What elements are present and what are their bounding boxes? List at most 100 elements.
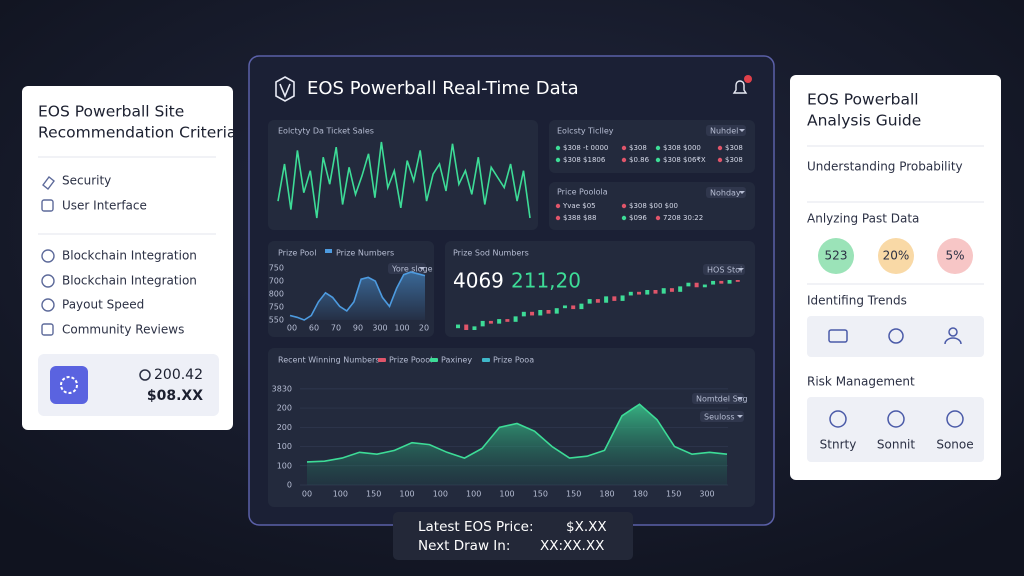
guide-section[interactable]: Understanding Probability <box>807 160 963 174</box>
card-title: Recommendation Criteria <box>38 124 236 142</box>
area <box>307 404 727 485</box>
y-tick-label: 750 <box>269 264 284 273</box>
x-tick-label: 60 <box>309 324 319 333</box>
candle <box>653 290 658 294</box>
card-title: Analysis Guide <box>807 112 921 130</box>
risk-item[interactable]: Sonoe <box>936 438 973 452</box>
status-dot <box>655 215 661 221</box>
guide-section[interactable]: Risk Management <box>807 375 915 389</box>
line <box>277 141 531 219</box>
panel-title: Eolctyty Da Ticket Sales <box>278 127 374 136</box>
dashboard: EOS Powerball Real-Time Data Eolctyty Da… <box>248 55 775 526</box>
status-text: $0.86 <box>629 156 650 164</box>
dropdown[interactable] <box>700 411 744 422</box>
y-tick-label: 550 <box>269 316 284 325</box>
candle <box>571 305 576 310</box>
x-tick-label: 100 <box>433 490 448 499</box>
legend-label: Prize Poool <box>389 356 432 365</box>
candle <box>661 288 666 294</box>
panel-title: Prize Sod Numbers <box>453 249 529 258</box>
candle <box>678 286 683 292</box>
footer-box: Latest EOS Price: $X.XX Next Draw In: XX… <box>393 512 633 560</box>
status-dot <box>655 157 661 163</box>
card-title: EOS Powerball Site <box>38 103 184 121</box>
dropdown[interactable] <box>706 125 746 136</box>
left-card: EOS Powerball Site Recommendation Criter… <box>22 86 236 430</box>
candle <box>604 296 609 303</box>
legend-label: Prize Numbers <box>336 249 394 258</box>
candle <box>727 280 732 284</box>
candle <box>620 295 625 301</box>
change-value: 211,20 <box>511 269 581 293</box>
candle <box>464 324 469 330</box>
criteria-item[interactable]: User Interface <box>62 199 147 213</box>
status-text: Yvae $05 <box>562 202 596 210</box>
x-tick-label: 70 <box>331 324 341 333</box>
candle <box>628 291 633 296</box>
y-tick-label: 100 <box>277 442 292 451</box>
status-text: 7208 30:22 <box>663 214 703 222</box>
y-tick-label: 200 <box>277 423 292 432</box>
x-tick-label: 150 <box>566 490 581 499</box>
dropdown[interactable] <box>692 393 744 404</box>
dropdown-label[interactable]: Nuhdel <box>710 127 738 136</box>
x-tick-label: 300 <box>699 490 714 499</box>
candle <box>579 303 584 310</box>
dropdown-label[interactable]: Nomtdel Sog <box>696 395 748 404</box>
candle <box>538 310 543 316</box>
dropdown-label[interactable]: Yore sloge <box>391 265 433 274</box>
dropdown-label[interactable]: Seuloss <box>704 413 735 422</box>
legend-label: Prize Pooa <box>493 356 534 365</box>
panel-title: Eolcsty Ticlley <box>557 127 614 136</box>
criteria-item[interactable]: Blockchain Integration <box>62 274 197 288</box>
line <box>289 271 426 321</box>
dropdown[interactable] <box>706 187 746 198</box>
guide-section[interactable]: Anlyzing Past Data <box>807 212 919 226</box>
big-value: 4069 <box>453 269 504 293</box>
risk-item[interactable]: Sonnit <box>877 438 916 452</box>
line <box>306 403 728 463</box>
dropdown-label[interactable]: HOS Stoi <box>707 266 742 275</box>
candle <box>546 310 551 314</box>
dropdown[interactable] <box>388 263 426 274</box>
x-tick-label: 90 <box>353 324 363 333</box>
right-card: EOS Powerball Analysis Guide Understandi… <box>790 75 1001 480</box>
criteria-item[interactable]: Security <box>62 174 111 188</box>
candle <box>719 280 724 284</box>
status-dot <box>555 157 561 163</box>
status-dot <box>621 145 627 151</box>
x-tick-label: 180 <box>633 490 648 499</box>
dropdown-label[interactable]: Nohday <box>710 189 741 198</box>
status-dot <box>717 157 723 163</box>
status-text: $308 $1806 <box>563 156 606 164</box>
candle <box>480 320 485 327</box>
candle <box>587 299 592 304</box>
status-text: $308 $000 <box>663 144 701 152</box>
criteria-item[interactable]: Community Reviews <box>62 323 184 337</box>
y-tick-label: 0 <box>287 481 292 490</box>
candle <box>694 282 699 288</box>
draw-label: Next Draw In: <box>418 538 510 554</box>
guide-section[interactable]: Identifing Trends <box>807 294 907 308</box>
risk-item[interactable]: Stnrty <box>820 438 857 452</box>
status-text: $308 -t 0000 <box>563 144 608 152</box>
x-tick-label: 180 <box>599 490 614 499</box>
criteria-item[interactable]: Blockchain Integration <box>62 249 197 263</box>
candle <box>637 291 642 295</box>
candle <box>686 282 691 287</box>
notification-icon[interactable] <box>732 80 748 94</box>
y-tick-label: 3830 <box>272 384 292 393</box>
status-text: $308 $06₹X <box>663 156 706 164</box>
status-dot <box>555 215 561 221</box>
badge: 523 <box>825 249 848 263</box>
dropdown[interactable] <box>703 264 745 275</box>
y-tick-label: 750 <box>269 303 284 312</box>
area <box>290 272 425 320</box>
criteria-item[interactable]: Payout Speed <box>62 298 144 312</box>
candle <box>456 324 460 329</box>
panel-title: Prize Pool <box>278 249 316 258</box>
x-tick-label: 150 <box>366 490 381 499</box>
y-tick-label: 700 <box>269 277 284 286</box>
x-tick-label: 00 <box>302 490 312 499</box>
